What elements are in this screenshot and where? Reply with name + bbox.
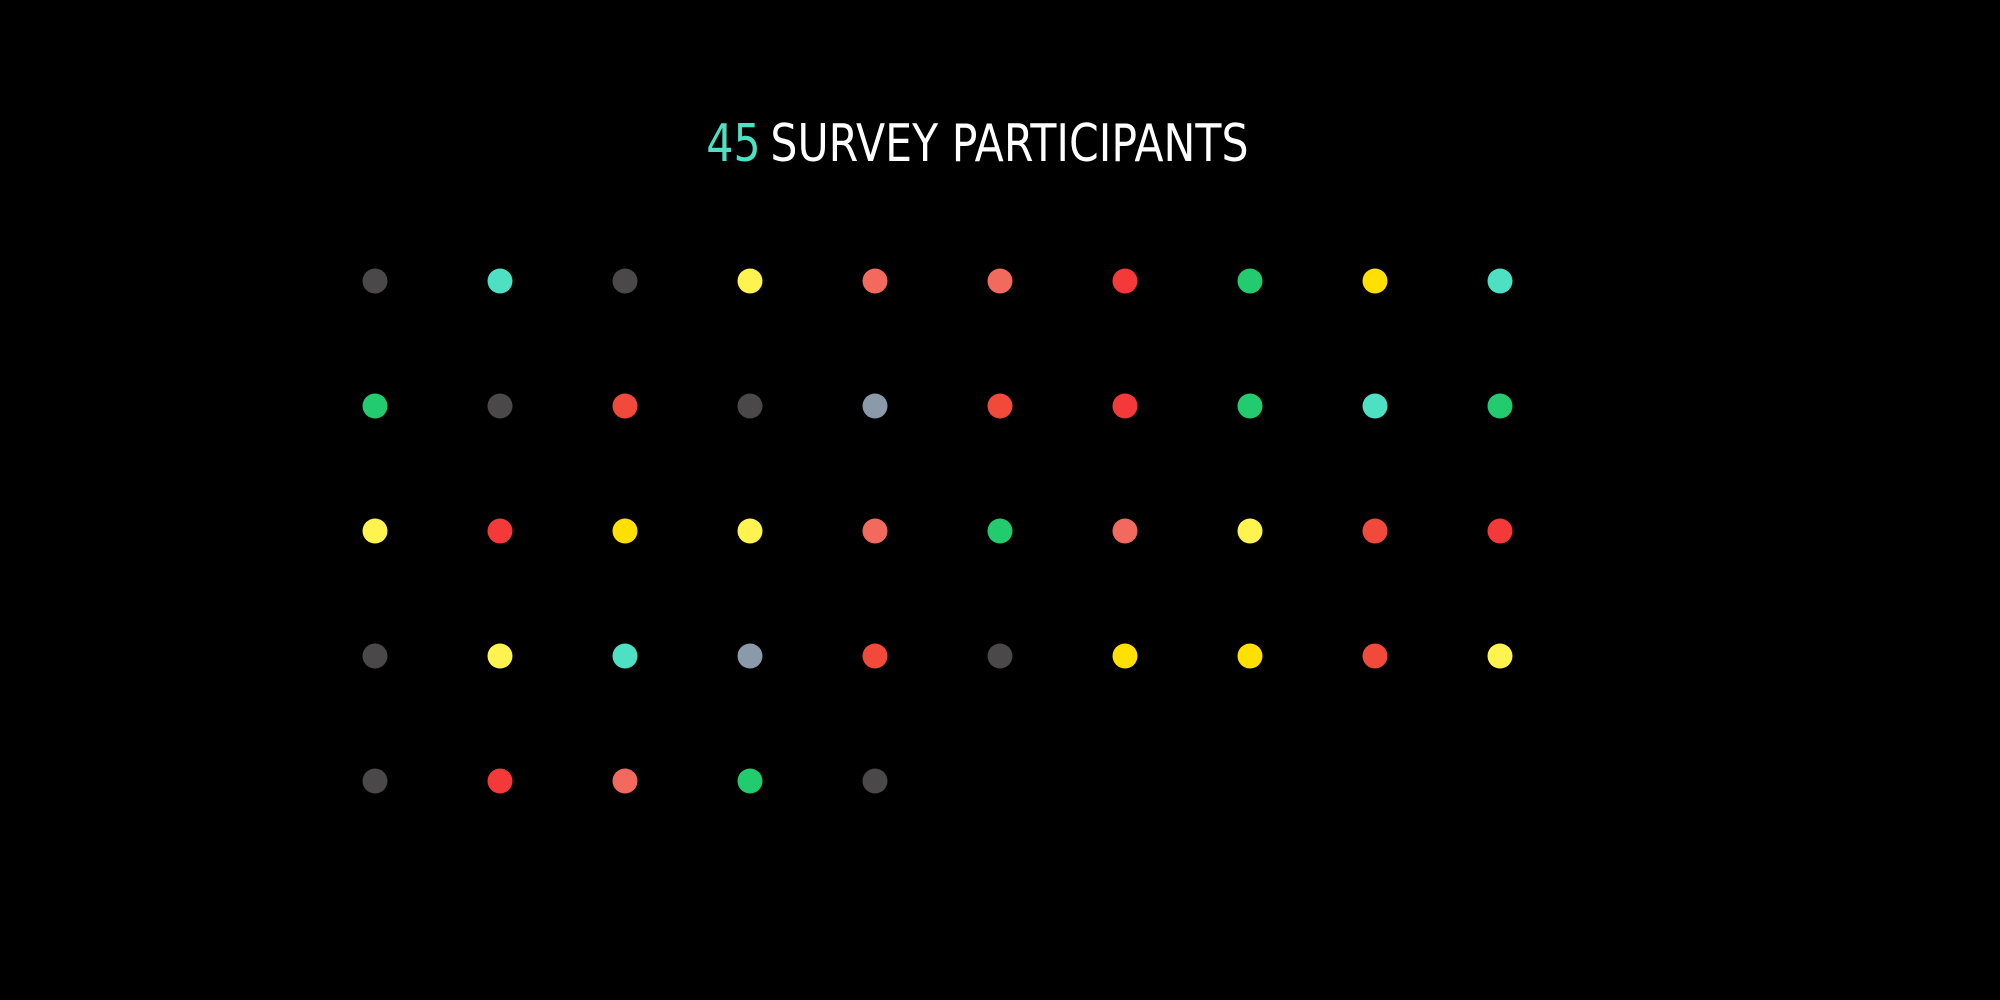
- chart-title: 45 SURVEY PARTICIPANTS: [176, 118, 1779, 170]
- participant-dot: [737, 768, 763, 794]
- participant-dot: [737, 393, 763, 419]
- participant-dot: [987, 643, 1013, 669]
- participant-dot: [612, 518, 638, 544]
- participant-dot: [1112, 518, 1138, 544]
- participant-dot: [987, 268, 1013, 294]
- participant-dot: [362, 518, 388, 544]
- participant-dot: [1112, 643, 1138, 669]
- participant-dot: [1237, 393, 1263, 419]
- participant-dot: [1237, 268, 1263, 294]
- participant-count: 45: [706, 114, 761, 174]
- participant-dot: [1112, 268, 1138, 294]
- participant-dot: [1487, 393, 1513, 419]
- participant-dot: [1362, 643, 1388, 669]
- title-text: SURVEY PARTICIPANTS: [770, 114, 1249, 174]
- participant-dot: [487, 393, 513, 419]
- participant-dot: [737, 518, 763, 544]
- participant-dot: [737, 268, 763, 294]
- participant-dot: [487, 268, 513, 294]
- participant-dot: [1362, 393, 1388, 419]
- participant-dot: [362, 643, 388, 669]
- participant-dot: [612, 768, 638, 794]
- participant-dot: [1487, 268, 1513, 294]
- participant-dot: [1362, 518, 1388, 544]
- participant-dot: [987, 518, 1013, 544]
- participant-dot: [862, 393, 888, 419]
- participant-dot: [362, 268, 388, 294]
- participant-dot: [862, 768, 888, 794]
- participant-dot: [862, 518, 888, 544]
- participant-dot: [612, 268, 638, 294]
- participant-dot: [737, 643, 763, 669]
- participant-dot: [487, 518, 513, 544]
- participant-dot: [987, 393, 1013, 419]
- participant-dot: [862, 643, 888, 669]
- participant-dot: [1487, 643, 1513, 669]
- participant-dot: [362, 393, 388, 419]
- participant-dot: [1237, 518, 1263, 544]
- participant-dot: [1237, 643, 1263, 669]
- participant-dot: [612, 393, 638, 419]
- participant-dot: [1487, 518, 1513, 544]
- participant-dot: [862, 268, 888, 294]
- participant-dot: [487, 643, 513, 669]
- participant-dot: [487, 768, 513, 794]
- participant-dot: [362, 768, 388, 794]
- participant-dot: [1362, 268, 1388, 294]
- participant-dot: [612, 643, 638, 669]
- participant-dot: [1112, 393, 1138, 419]
